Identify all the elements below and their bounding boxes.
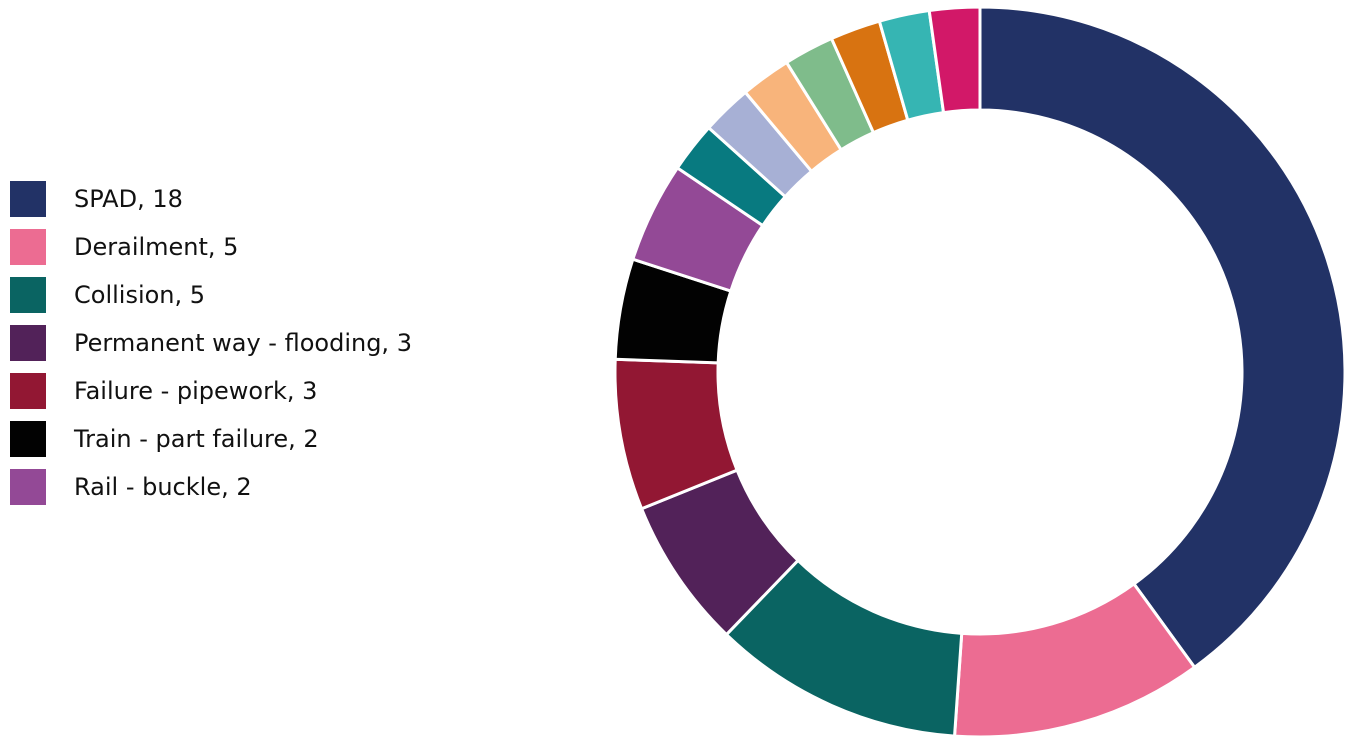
legend-swatch [10, 421, 46, 457]
legend-item: Train - part failure, 2 [10, 415, 412, 463]
chart-legend: SPAD, 18 Derailment, 5 Collision, 5 Permane… [10, 175, 412, 511]
legend-swatch [10, 181, 46, 217]
legend-label: Derailment, 5 [74, 233, 239, 261]
legend-swatch [10, 229, 46, 265]
legend-item: Permanent way - flooding, 3 [10, 319, 412, 367]
legend-swatch [10, 373, 46, 409]
legend-item: SPAD, 18 [10, 175, 412, 223]
slice-spad [978, 5, 1347, 670]
legend-item: Failure - pipework, 3 [10, 367, 412, 415]
legend-label: Rail - buckle, 2 [74, 473, 252, 501]
legend-label: Failure - pipework, 3 [74, 377, 318, 405]
legend-label: Train - part failure, 2 [74, 425, 319, 453]
legend-swatch [10, 469, 46, 505]
legend-label: Permanent way - flooding, 3 [74, 329, 412, 357]
slice-segment-14 [927, 5, 982, 115]
legend-item: Derailment, 5 [10, 223, 412, 271]
legend-item: Collision, 5 [10, 271, 412, 319]
legend-label: SPAD, 18 [74, 185, 183, 213]
legend-swatch [10, 325, 46, 361]
legend-item: Rail - buckle, 2 [10, 463, 412, 511]
legend-swatch [10, 277, 46, 313]
legend-label: Collision, 5 [74, 281, 206, 309]
